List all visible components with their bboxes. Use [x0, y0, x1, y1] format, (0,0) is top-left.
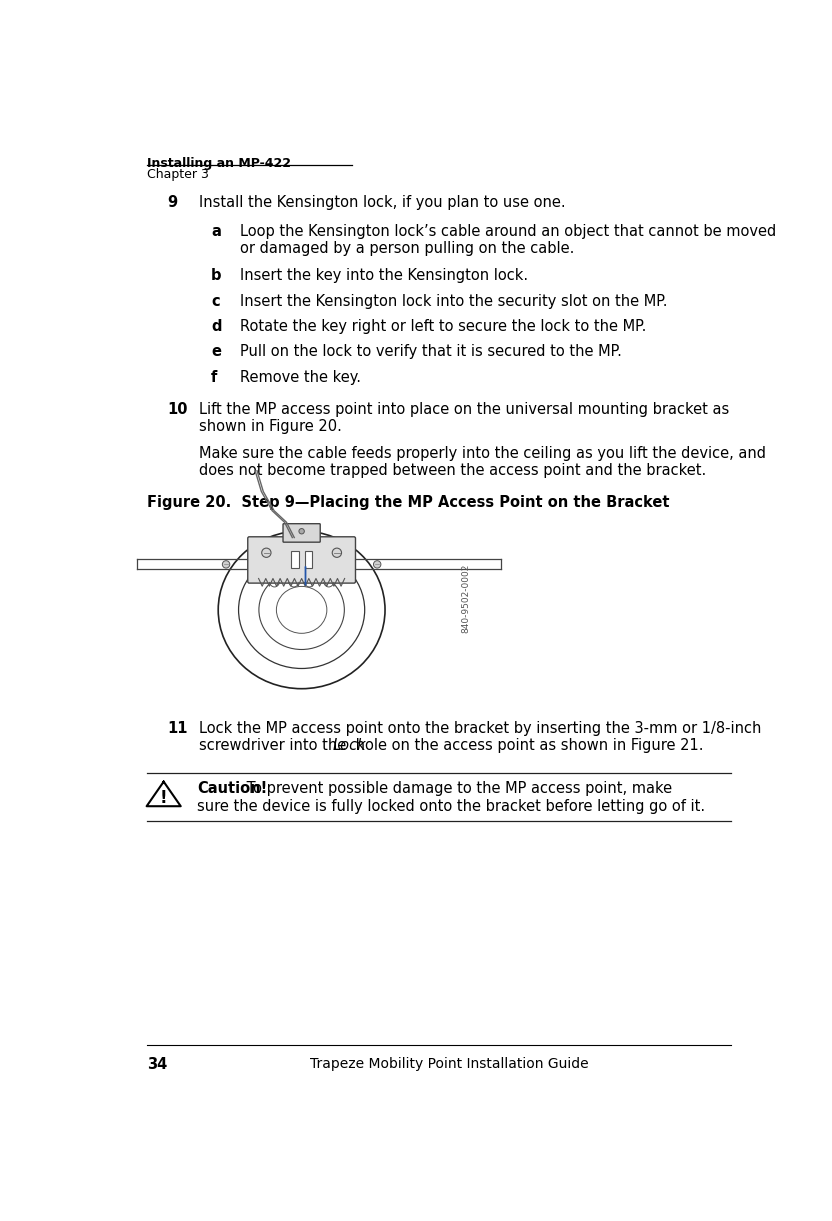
Circle shape [299, 529, 305, 534]
Text: Loop the Kensington lock’s cable around an object that cannot be moved: Loop the Kensington lock’s cable around … [240, 225, 776, 239]
Text: Remove the key.: Remove the key. [240, 370, 360, 385]
Text: Figure 20.  Step 9—Placing the MP Access Point on the Bracket: Figure 20. Step 9—Placing the MP Access … [146, 496, 669, 510]
Text: or damaged by a person pulling on the cable.: or damaged by a person pulling on the ca… [240, 242, 574, 256]
Text: f: f [211, 370, 217, 385]
Text: Installing an MP-422: Installing an MP-422 [146, 156, 290, 170]
Text: Make sure the cable feeds properly into the ceiling as you lift the device, and: Make sure the cable feeds properly into … [199, 446, 765, 462]
Circle shape [262, 548, 271, 557]
Circle shape [222, 560, 230, 568]
Text: hole on the access point as shown in Figure 21.: hole on the access point as shown in Fig… [351, 739, 704, 753]
Bar [290, 551, 299, 568]
Text: Lift the MP access point into place on the universal mounting bracket as: Lift the MP access point into place on t… [199, 402, 729, 418]
Text: e: e [211, 344, 221, 359]
Text: c: c [211, 293, 220, 309]
Text: 10: 10 [167, 402, 188, 418]
Text: screwdriver into the: screwdriver into the [199, 739, 350, 753]
Text: Trapeze Mobility Point Installation Guide: Trapeze Mobility Point Installation Guid… [310, 1057, 588, 1072]
Text: Rotate the key right or left to secure the lock to the MP.: Rotate the key right or left to secure t… [240, 319, 646, 335]
Text: sure the device is fully locked onto the bracket before letting go of it.: sure the device is fully locked onto the… [197, 800, 706, 814]
Text: Pull on the lock to verify that it is secured to the MP.: Pull on the lock to verify that it is se… [240, 344, 622, 359]
Text: To prevent possible damage to the MP access point, make: To prevent possible damage to the MP acc… [242, 780, 672, 796]
Bar [305, 551, 313, 568]
Text: Lock: Lock [333, 739, 366, 753]
Text: a: a [211, 225, 220, 239]
Text: Lock the MP access point onto the bracket by inserting the 3-mm or 1/8-inch: Lock the MP access point onto the bracke… [199, 722, 761, 736]
Text: 11: 11 [167, 722, 188, 736]
FancyBboxPatch shape [283, 524, 320, 542]
Text: 840-9502-0002: 840-9502-0002 [462, 564, 471, 632]
Text: Insert the key into the Kensington lock.: Insert the key into the Kensington lock. [240, 269, 527, 283]
Circle shape [374, 560, 381, 568]
Text: d: d [211, 319, 221, 335]
Text: 34: 34 [146, 1057, 167, 1072]
Text: Install the Kensington lock, if you plan to use one.: Install the Kensington lock, if you plan… [199, 195, 565, 210]
Text: Insert the Kensington lock into the security slot on the MP.: Insert the Kensington lock into the secu… [240, 293, 667, 309]
Text: shown in Figure 20.: shown in Figure 20. [199, 419, 341, 435]
Text: does not become trapped between the access point and the bracket.: does not become trapped between the acce… [199, 463, 706, 477]
Text: !: ! [160, 790, 167, 807]
Text: b: b [211, 269, 221, 283]
FancyBboxPatch shape [248, 537, 355, 584]
Text: Chapter 3: Chapter 3 [146, 168, 209, 181]
Text: Caution!: Caution! [197, 780, 267, 796]
Text: 9: 9 [167, 195, 178, 210]
Circle shape [332, 548, 342, 557]
